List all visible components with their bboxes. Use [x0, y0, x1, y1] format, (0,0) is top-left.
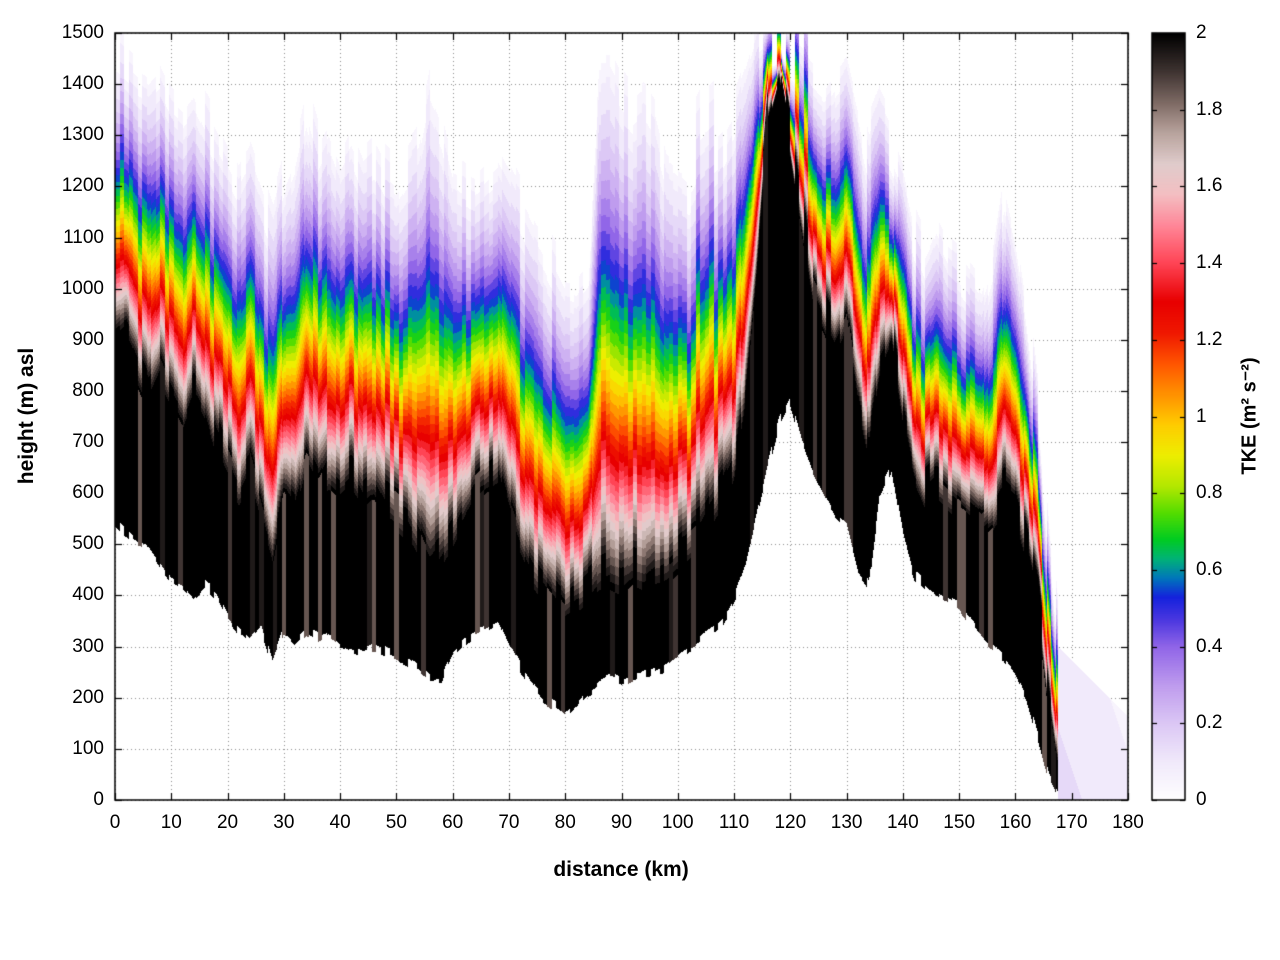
- x-tick-label: 30: [273, 812, 295, 833]
- y-tick-label: 1400: [61, 73, 104, 95]
- x-tick-label: 180: [1112, 812, 1144, 833]
- y-tick-label: 900: [72, 328, 104, 350]
- colorbar-tick-label: 0.8: [1196, 482, 1223, 504]
- x-tick-label: 40: [329, 812, 351, 833]
- x-tick-label: 130: [830, 812, 863, 833]
- x-tick-label: 60: [442, 812, 464, 833]
- y-tick-label: 1100: [63, 226, 104, 248]
- x-tick-label: 0: [109, 812, 121, 833]
- colorbar-tick-label: 1: [1196, 405, 1207, 427]
- x-tick-label: 100: [661, 812, 694, 833]
- x-tick-label: 160: [999, 812, 1032, 833]
- colorbar-tick-label: 0: [1196, 789, 1207, 810]
- colorbar-tick-label: 0.6: [1196, 558, 1223, 580]
- colorbar-tick-label: 1.6: [1196, 175, 1223, 197]
- y-tick-label: 1300: [61, 124, 104, 146]
- y-tick-label: 100: [72, 737, 104, 759]
- colorbar-tick-label: 1.8: [1196, 98, 1223, 120]
- colorbar-tick-label: 0.2: [1196, 712, 1223, 734]
- y-tick-label: 1200: [61, 175, 104, 197]
- x-tick-label: 10: [160, 812, 182, 833]
- x-axis-title: distance (km): [553, 858, 689, 881]
- y-tick-label: 500: [72, 533, 104, 555]
- colorbar-tick-label: 0.4: [1196, 635, 1223, 657]
- y-tick-label: 600: [72, 482, 104, 504]
- y-tick-label: 400: [72, 584, 104, 606]
- y-tick-label: 300: [72, 635, 104, 657]
- y-tick-label: 800: [72, 379, 104, 401]
- y-tick-label: 700: [72, 431, 104, 453]
- colorbar-tick-label: 1.4: [1196, 252, 1223, 274]
- y-tick-label: 1000: [61, 277, 104, 299]
- x-tick-label: 90: [610, 812, 633, 833]
- x-tick-label: 140: [887, 812, 919, 833]
- x-tick-label: 110: [718, 812, 750, 833]
- y-tick-label: 200: [72, 686, 104, 708]
- x-tick-label: 170: [1055, 812, 1088, 833]
- y-tick-label: 0: [93, 789, 104, 810]
- colorbar-tick-label: 1.2: [1196, 328, 1223, 350]
- colorbar-tick-label: 2: [1196, 22, 1207, 43]
- x-tick-label: 80: [554, 812, 576, 833]
- colorbar-title: TKE (m² s⁻²): [1238, 357, 1261, 475]
- x-tick-label: 120: [774, 812, 807, 833]
- x-tick-label: 20: [216, 812, 239, 833]
- y-tick-label: 1500: [61, 22, 104, 43]
- y-axis-title: height (m) asl: [15, 347, 38, 485]
- x-tick-label: 70: [498, 812, 520, 833]
- x-tick-label: 150: [943, 812, 976, 833]
- x-tick-label: 50: [385, 812, 407, 833]
